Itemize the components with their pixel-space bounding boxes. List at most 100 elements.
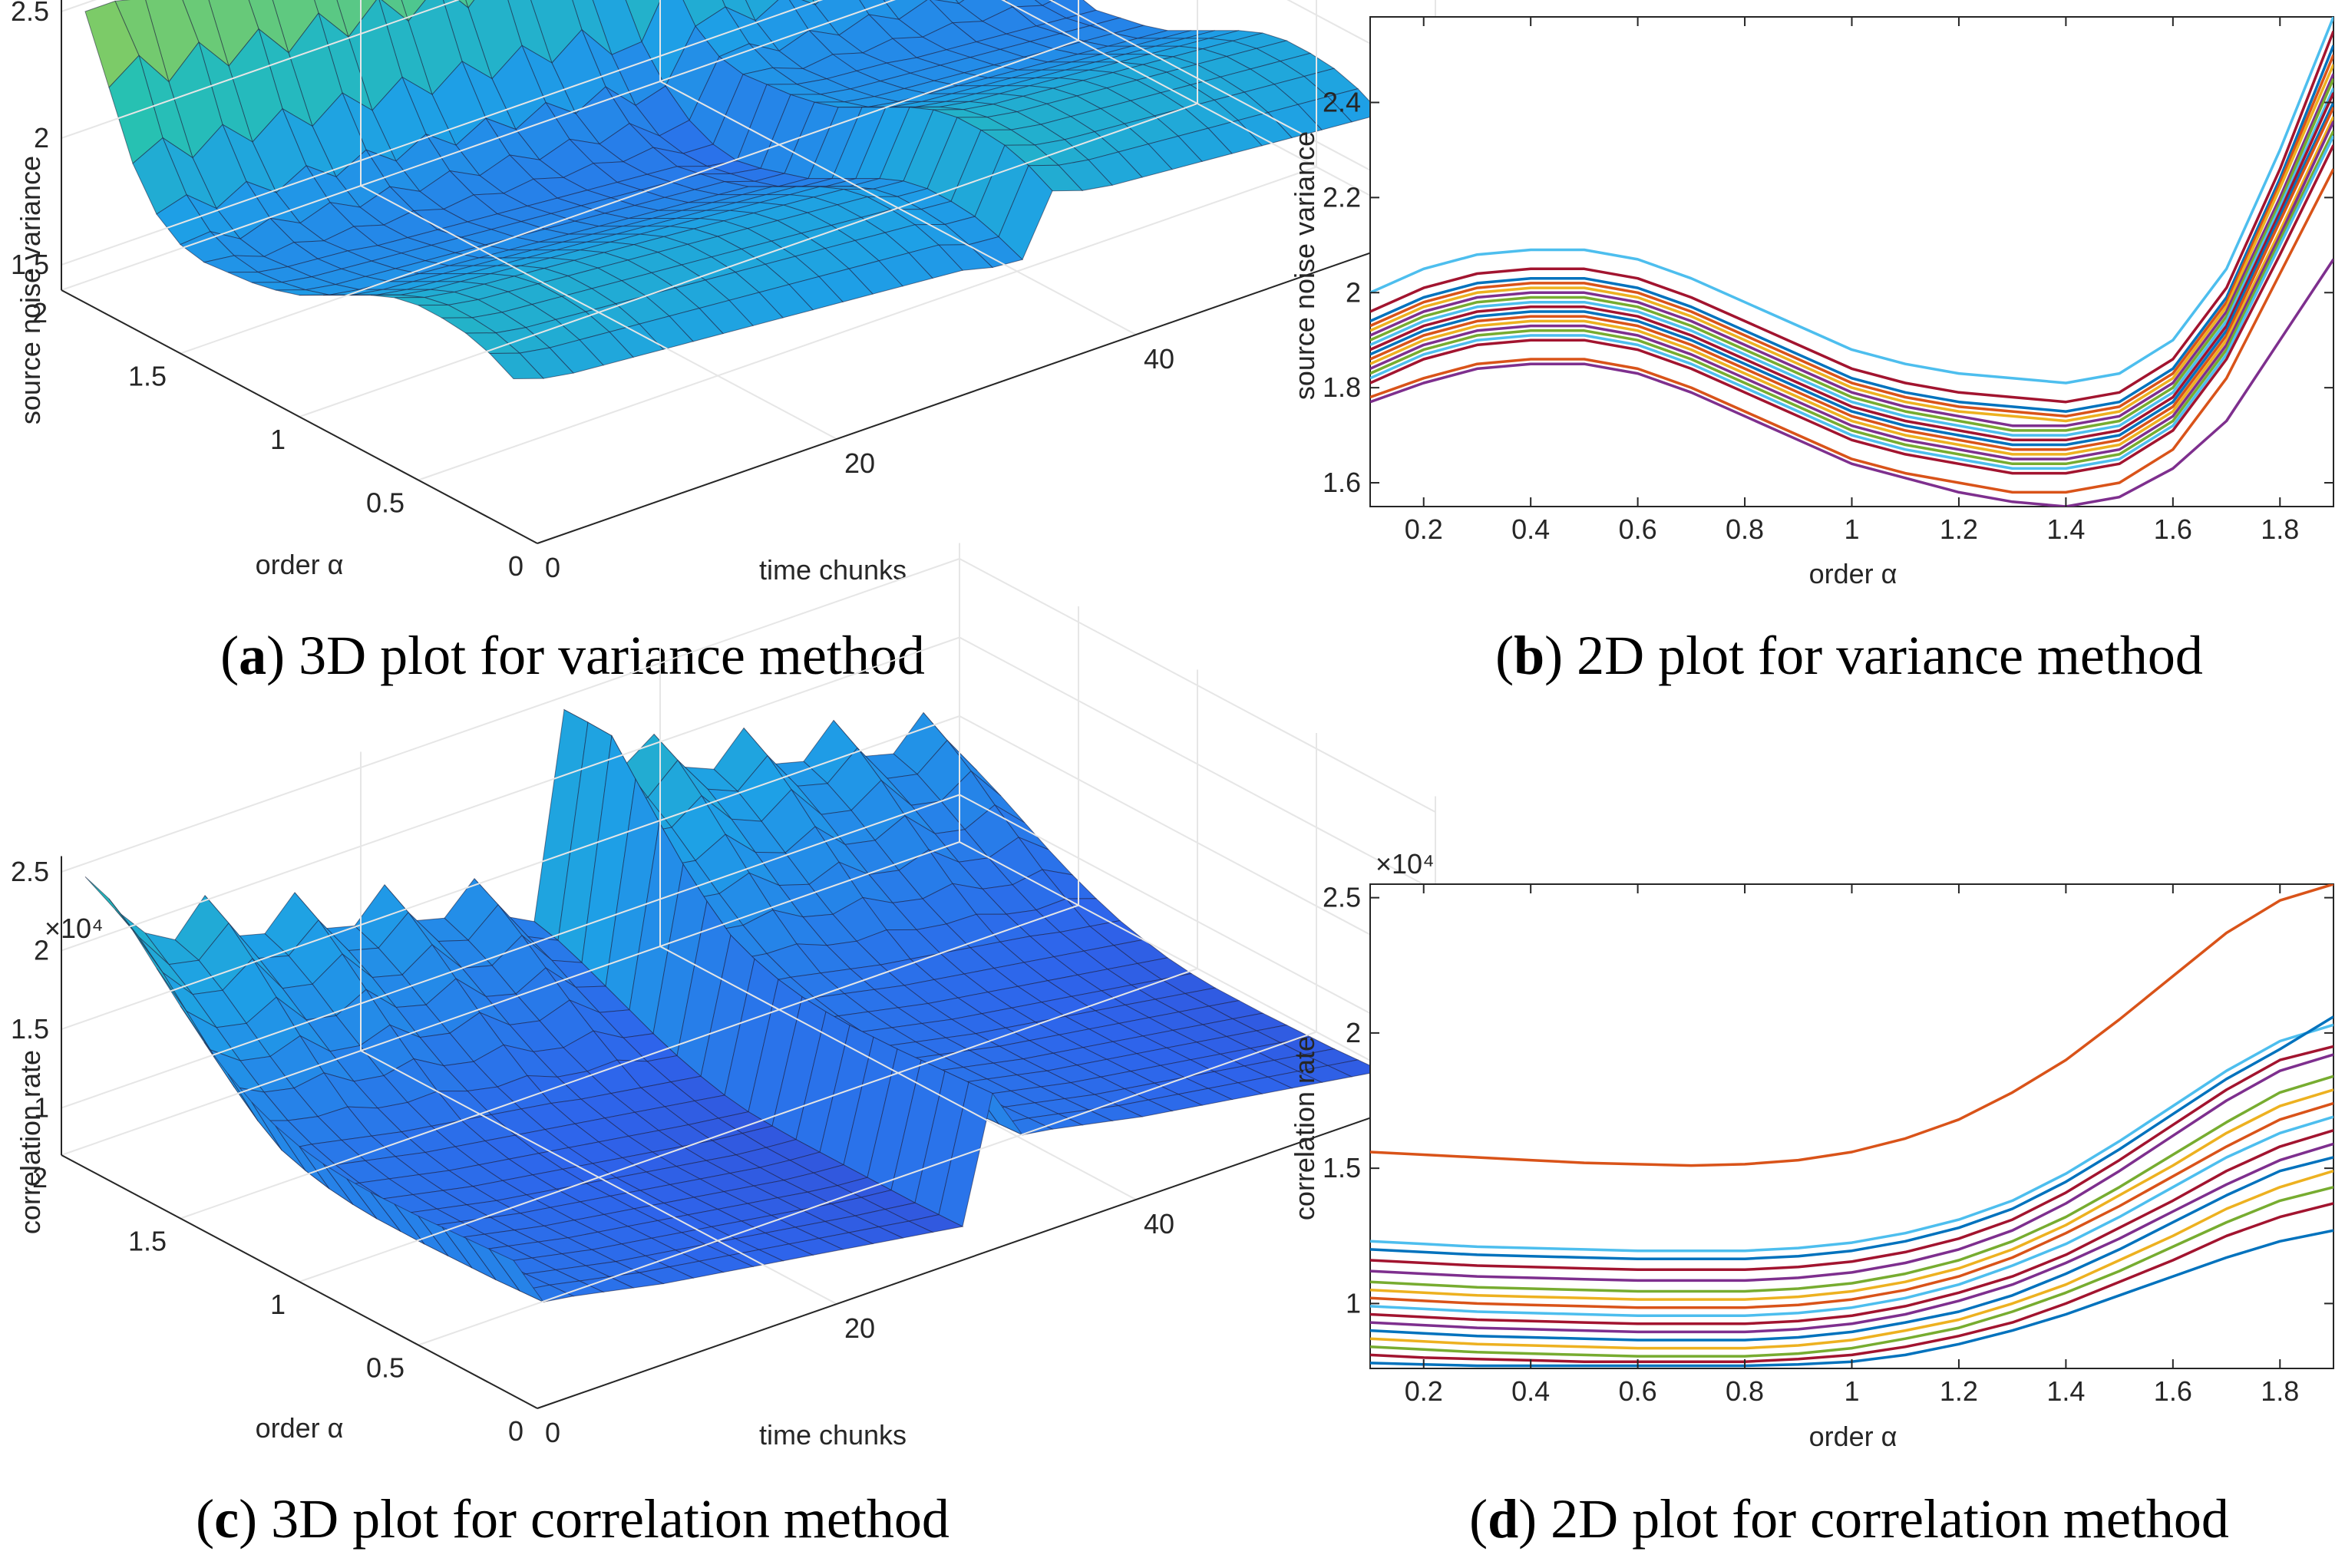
time-tick-label: 0 xyxy=(545,1417,560,1448)
surface-patch xyxy=(488,352,545,380)
y-tick-label: 1 xyxy=(1346,1287,1361,1319)
x-tick-label: 0.2 xyxy=(1405,1375,1443,1407)
z-tick-label: 2.5 xyxy=(11,856,49,887)
series-line-6 xyxy=(1370,1074,2333,1293)
x-tick-label: 0.8 xyxy=(1726,513,1764,545)
x-tick-label: 0.6 xyxy=(1619,513,1657,545)
surface-a xyxy=(84,0,1382,380)
x-tick-label: 1.4 xyxy=(2046,513,2085,545)
time-axis-line xyxy=(537,1094,1436,1409)
series-line-10 xyxy=(1370,101,2333,447)
y-tick-label: 2.5 xyxy=(1323,882,1361,913)
time-tick-label: 40 xyxy=(1144,1208,1174,1240)
y-tick-label: 2 xyxy=(1346,1017,1361,1048)
series-line-13 xyxy=(1370,1170,2333,1350)
x-axis-label-a: order α xyxy=(256,549,344,580)
x-tick-label: 1.6 xyxy=(2154,513,2192,545)
series-line-4 xyxy=(1370,54,2333,418)
z-axis-label-c: correlation rate xyxy=(15,1050,46,1234)
alpha-tick-label: 1 xyxy=(270,1289,286,1320)
series-line-18 xyxy=(1370,258,2333,507)
y-tick-label: 2.4 xyxy=(1323,86,1361,117)
panel-b-2d-variance: 0.2 0.4 0.6 0.8 1 1.2 1.4 1.6 1.8 1.6 1.8 2 2.2 2.4 s… xyxy=(1289,16,2334,686)
alpha-tick-label: 0 xyxy=(508,550,523,582)
time-gridline xyxy=(360,0,837,440)
y-axis-label-d: correlation rate xyxy=(1289,1036,1320,1220)
z-tick-label: 1.5 xyxy=(11,1013,49,1045)
series-line-7 xyxy=(1370,78,2333,432)
alpha-axis-line xyxy=(61,1154,538,1409)
series-line-17 xyxy=(1370,168,2333,494)
series-line-12 xyxy=(1370,1156,2333,1342)
plot-area-d: 0.2 0.4 0.6 0.8 1 1.2 1.4 1.6 1.8 1 1.5 2 2.5 xyxy=(1323,882,2334,1407)
x-tick-label: 1.4 xyxy=(2046,1375,2085,1407)
x-tick-label: 0.6 xyxy=(1619,1375,1657,1407)
series-line-8 xyxy=(1370,87,2333,437)
x-tick-label: 1.6 xyxy=(2154,1375,2192,1407)
alpha-tick-label: 1.5 xyxy=(128,361,167,392)
surface-patch xyxy=(457,0,469,9)
series-line-9 xyxy=(1370,92,2333,442)
time-tick-label: 20 xyxy=(844,447,875,479)
z-tick-label: 2.5 xyxy=(11,0,49,27)
panel-d-2d-correlation: 0.2 0.4 0.6 0.8 1 1.2 1.4 1.6 1.8 1 1.5 2 2.5 ×10⁴ c… xyxy=(1289,848,2334,1550)
time-tick-label: 0 xyxy=(545,552,560,583)
axes-box xyxy=(1369,16,2334,507)
alpha-tick-label: 1 xyxy=(270,424,286,455)
z-tick-label: 1 xyxy=(34,1092,49,1124)
surface-patch xyxy=(1034,0,1055,6)
y-tick-label: 1.5 xyxy=(1323,1152,1361,1183)
z-tick-label: 2 xyxy=(34,935,49,966)
z-axis-label-a: source noise variance xyxy=(15,156,46,424)
y-tick-label: 1.6 xyxy=(1323,467,1361,498)
time-gridline xyxy=(360,751,837,1305)
alpha-tick-label: 0.5 xyxy=(366,487,405,519)
alpha-tick-label: 0 xyxy=(508,1415,523,1447)
series-line-14 xyxy=(1370,130,2333,466)
x-tick-label: 1 xyxy=(1844,513,1859,545)
series-line-3 xyxy=(1370,1015,2333,1260)
x-axis-label-d: order α xyxy=(1809,1421,1897,1452)
series-line-6 xyxy=(1370,73,2333,427)
axes-c: 11.522.521.510.500204060 xyxy=(11,543,1474,1448)
x-axis-label-b: order α xyxy=(1809,558,1897,589)
y-tick-label: 2 xyxy=(1346,276,1361,308)
multiplier-d: ×10⁴ xyxy=(1376,848,1435,880)
series-line-11 xyxy=(1370,106,2333,451)
y-tick-label: 2.2 xyxy=(1323,181,1361,213)
time-axis-line xyxy=(537,229,1436,544)
series-line-16 xyxy=(1370,144,2333,475)
x-tick-label: 0.4 xyxy=(1511,513,1550,545)
alpha-tick-label: 2 xyxy=(32,1162,48,1193)
series-line-1 xyxy=(1370,17,2333,385)
axes-a: 1.522.521.510.500204060 xyxy=(11,0,1474,583)
x-tick-label: 0.8 xyxy=(1726,1375,1764,1407)
series-line-2 xyxy=(1370,30,2333,404)
alpha-tick-label: 0.5 xyxy=(366,1352,405,1384)
y-axis-label-a: time chunks xyxy=(759,554,907,586)
series-line-4 xyxy=(1370,1045,2333,1272)
caption-c: (c) 3D plot for correlation method xyxy=(196,1488,950,1550)
time-gridline xyxy=(959,543,1436,1096)
x-tick-label: 1.2 xyxy=(1940,513,1978,545)
series-line-13 xyxy=(1370,120,2333,460)
series-line-14 xyxy=(1370,1186,2333,1358)
grid xyxy=(61,0,1436,544)
panel-c-3d-correlation: 11.522.521.510.500204060 ×10⁴ correlatio… xyxy=(11,543,1474,1550)
caption-a: (a) 3D plot for variance method xyxy=(220,625,925,686)
x-tick-label: 0.4 xyxy=(1511,1375,1550,1407)
series-line-2 xyxy=(1370,1023,2333,1253)
x-tick-label: 1.8 xyxy=(2261,513,2299,545)
surface-patch xyxy=(955,0,965,5)
panel-a-3d-variance: 1.522.521.510.500204060 source noise var… xyxy=(11,0,1474,686)
multiplier-c: ×10⁴ xyxy=(45,913,104,944)
series-line-5 xyxy=(1370,64,2333,423)
series-line-12 xyxy=(1370,116,2333,456)
time-tick-label: 40 xyxy=(1144,343,1174,375)
series-line-3 xyxy=(1370,45,2333,413)
series-group xyxy=(1370,17,2333,507)
x-axis-label-c: order α xyxy=(256,1412,344,1444)
caption-d: (d) 2D plot for correlation method xyxy=(1469,1488,2229,1550)
time-gridline xyxy=(659,0,1137,335)
